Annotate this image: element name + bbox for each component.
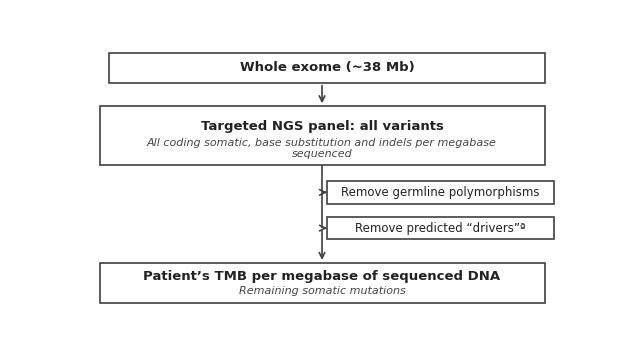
Text: Targeted NGS panel: all variants: Targeted NGS panel: all variants: [200, 120, 443, 133]
Text: Whole exome (~38 Mb): Whole exome (~38 Mb): [240, 61, 414, 74]
FancyBboxPatch shape: [327, 217, 554, 240]
FancyBboxPatch shape: [327, 181, 554, 203]
FancyBboxPatch shape: [110, 53, 545, 83]
Text: Remaining somatic mutations: Remaining somatic mutations: [239, 286, 405, 296]
Text: Patient’s TMB per megabase of sequenced DNA: Patient’s TMB per megabase of sequenced …: [144, 270, 501, 283]
Text: Remove germline polymorphisms: Remove germline polymorphisms: [341, 186, 540, 199]
Text: All coding somatic, base substitution and indels per megabase
sequenced: All coding somatic, base substitution an…: [147, 138, 497, 160]
Text: Remove predicted “drivers”ª: Remove predicted “drivers”ª: [355, 222, 526, 235]
FancyBboxPatch shape: [100, 106, 545, 165]
FancyBboxPatch shape: [100, 263, 545, 303]
